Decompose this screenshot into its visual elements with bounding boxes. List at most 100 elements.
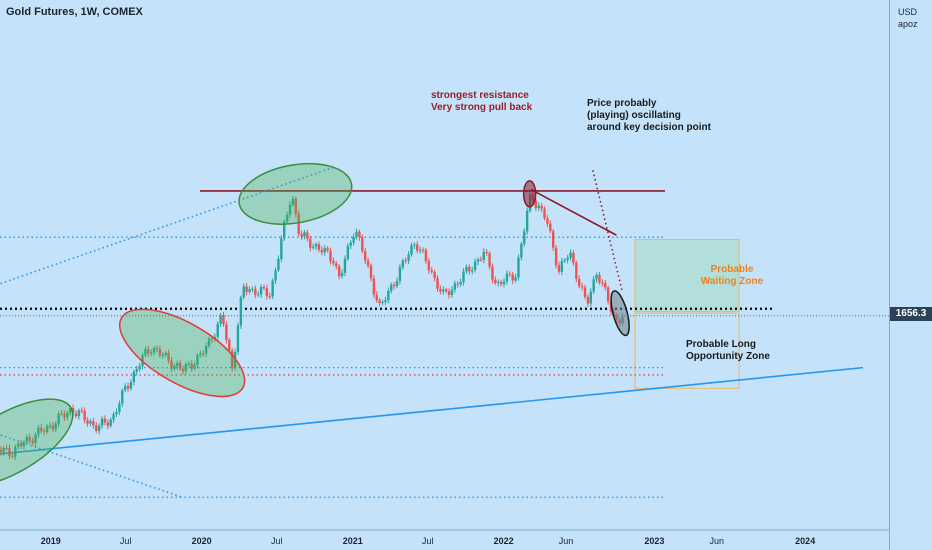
candle-body	[488, 253, 491, 267]
candle-body	[80, 410, 83, 412]
x-tick-label: 2022	[494, 536, 514, 546]
candle-body	[575, 262, 578, 279]
x-tick-label: 2020	[192, 536, 212, 546]
candle-body	[332, 260, 335, 264]
candle-body	[28, 437, 31, 441]
candle-body	[204, 345, 208, 354]
candle-body	[326, 248, 329, 251]
candle-body	[450, 289, 454, 295]
candle-body	[598, 274, 601, 283]
candle-body	[309, 238, 312, 248]
oscillation-annotation: Price probably (playing) oscillating aro…	[587, 98, 711, 134]
candle-body	[121, 390, 124, 404]
candle-body	[499, 281, 503, 285]
candle-body	[563, 259, 566, 261]
candle-body	[216, 323, 219, 337]
candle-body	[109, 419, 112, 426]
price-axis-currency: USD	[898, 7, 918, 17]
candle-body	[358, 231, 361, 238]
candle-body	[592, 279, 595, 292]
candle-body	[251, 288, 254, 290]
candle-body	[254, 288, 257, 295]
candle-body	[554, 247, 558, 266]
highlight-ellipse	[522, 180, 537, 208]
candle-body	[523, 231, 526, 244]
candle-body	[387, 290, 390, 301]
candle-body	[239, 297, 243, 326]
candle-body	[268, 296, 271, 298]
candle-body	[259, 287, 263, 295]
candle-body	[40, 427, 43, 432]
highlight-ellipse	[118, 308, 246, 398]
candle-body	[297, 213, 300, 234]
candle-body	[410, 245, 413, 255]
candle-body	[106, 422, 110, 426]
candle-body	[242, 286, 245, 298]
candle-body	[537, 205, 540, 209]
candle-body	[349, 242, 352, 246]
candle-body	[375, 294, 378, 301]
candle-body	[566, 257, 569, 260]
candle-body	[479, 259, 483, 261]
x-tick-label: Jul	[422, 536, 434, 546]
trendline	[0, 366, 864, 455]
candle-body	[2, 448, 5, 453]
candle-body	[219, 315, 222, 324]
x-tick-label: Jun	[710, 536, 725, 546]
candle-body	[551, 231, 555, 248]
chart-title: Gold Futures, 1W, COMEX	[6, 6, 143, 18]
x-tick-label: 2024	[795, 536, 815, 546]
oscillation-annotation-line: (playing) oscillating	[587, 110, 681, 121]
candle-body	[147, 349, 150, 354]
candle-body	[5, 448, 8, 450]
candle-body	[181, 368, 185, 372]
x-tick-label: 2021	[343, 536, 363, 546]
candle-body	[83, 410, 86, 421]
candle-body	[285, 214, 289, 222]
candle-body	[390, 284, 393, 291]
candle-body	[274, 270, 277, 281]
candle-body	[25, 437, 29, 443]
candle-body	[418, 249, 422, 251]
candle-body	[8, 448, 11, 456]
x-tick-label: Jun	[559, 536, 574, 546]
candle-body	[329, 250, 332, 261]
candle-body	[236, 325, 240, 353]
candle-body	[534, 200, 538, 209]
candle-body	[45, 425, 49, 432]
candle-body	[543, 208, 546, 219]
candle-body	[51, 425, 55, 430]
candle-body	[63, 413, 66, 418]
candle-body	[427, 261, 431, 271]
candle-body	[508, 273, 512, 275]
candle-body	[447, 291, 451, 295]
price-axis-unit: USD apoz	[898, 6, 918, 30]
candle-body	[77, 410, 81, 417]
price-axis[interactable]: USD apoz	[889, 0, 932, 550]
candle-body	[283, 221, 286, 239]
candle-body	[193, 364, 196, 369]
candle-body	[520, 243, 523, 258]
candle-body	[433, 271, 436, 278]
candle-body	[196, 355, 199, 365]
candle-body	[300, 233, 303, 237]
candle-body	[491, 266, 494, 280]
candle-body	[424, 250, 428, 262]
candle-body	[144, 349, 147, 356]
candle-body	[456, 283, 459, 285]
candle-body	[343, 258, 347, 273]
candle-body	[586, 296, 590, 304]
x-tick-label: 2023	[644, 536, 664, 546]
candle-body	[118, 403, 121, 413]
candle-body	[361, 237, 364, 252]
waiting-zone-label-line: Probable	[710, 264, 754, 275]
candle-body	[392, 284, 396, 287]
candle-body	[184, 364, 188, 372]
candle-body	[465, 266, 468, 272]
candle-body	[190, 363, 193, 369]
candle-body	[320, 249, 324, 253]
candle-body	[22, 442, 26, 447]
candle-body	[314, 244, 318, 247]
oscillation-annotation-line: around key decision point	[587, 122, 711, 133]
